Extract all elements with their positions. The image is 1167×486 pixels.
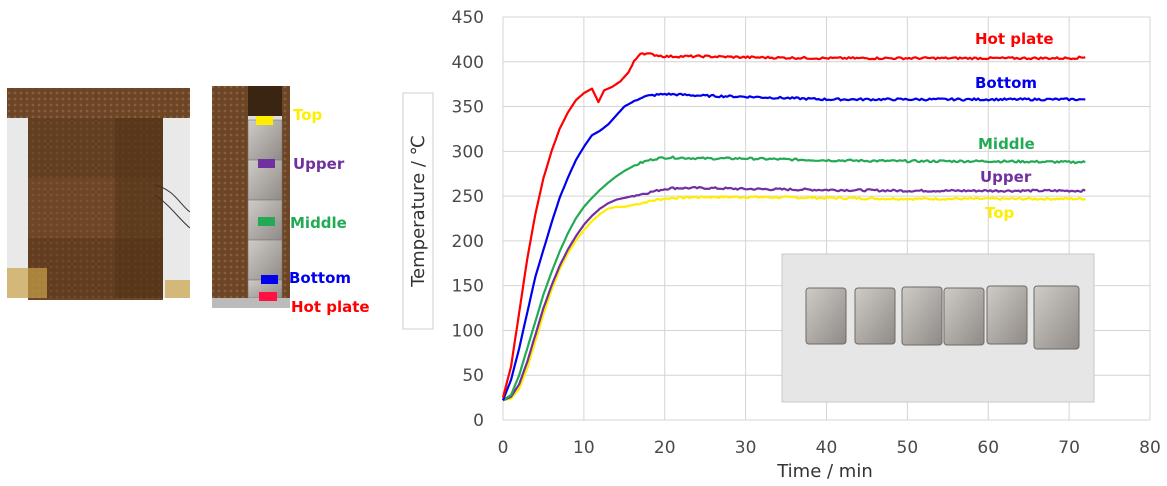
- upper-marker: [258, 159, 275, 168]
- photo-label-top: Top: [293, 106, 323, 124]
- x-tick-label: 10: [573, 438, 595, 458]
- series-line-upper: [502, 186, 1086, 402]
- cross-section-photo: Top Upper Middle Bottom Hot plate: [212, 86, 370, 316]
- series-line-hot-plate: [501, 52, 1086, 398]
- photo-label-bottom: Bottom: [289, 269, 351, 287]
- x-tick-label: 50: [897, 438, 919, 458]
- x-tick-label: 70: [1058, 438, 1080, 458]
- y-tick-label: 100: [452, 321, 484, 341]
- x-tick-labels: 0 10 20 30 40 50 60 70 80: [498, 438, 1161, 458]
- x-tick-label: 40: [816, 438, 838, 458]
- photo-label-middle: Middle: [290, 214, 347, 232]
- series-label-hot-plate: Hot plate: [975, 30, 1054, 48]
- series-lines: [501, 52, 1086, 402]
- top-marker: [256, 116, 273, 125]
- y-tick-labels: 0 50 100 150 200 250 300 350 400 450: [452, 8, 484, 431]
- x-tick-label: 30: [735, 438, 757, 458]
- x-axis-title: Time / min: [776, 461, 873, 482]
- x-tick-label: 20: [654, 438, 676, 458]
- y-tick-label: 200: [452, 232, 484, 252]
- y-tick-label: 400: [452, 53, 484, 73]
- series-label-bottom: Bottom: [975, 74, 1037, 92]
- photo-label-hot-plate: Hot plate: [291, 298, 370, 316]
- chart: 0 50 100 150 200 250 300 350 400 450 0 10 20 30 40 50 6…: [402, 8, 1161, 482]
- x-tick-label: 60: [977, 438, 999, 458]
- x-tick-label: 80: [1139, 438, 1161, 458]
- series-label-upper: Upper: [980, 168, 1032, 186]
- series-line-top: [502, 195, 1086, 402]
- photo-label-upper: Upper: [293, 155, 345, 173]
- sample-photo: [7, 88, 191, 300]
- series-line-middle: [502, 155, 1086, 402]
- middle-marker: [258, 217, 275, 226]
- y-tick-label: 0: [473, 411, 484, 431]
- y-tick-label: 150: [452, 277, 484, 297]
- y-tick-label: 450: [452, 8, 484, 28]
- x-tick-label: 0: [498, 438, 509, 458]
- series-line-bottom: [501, 92, 1086, 401]
- series-label-top: Top: [985, 204, 1015, 222]
- bottom-marker: [261, 275, 278, 284]
- y-tick-label: 350: [452, 98, 484, 118]
- y-tick-label: 50: [462, 366, 484, 386]
- y-tick-label: 300: [452, 142, 484, 162]
- y-axis-title-box: Temperature / ℃: [402, 92, 434, 330]
- hot-plate-marker: [259, 292, 277, 301]
- inset-cubes-photo: [781, 253, 1095, 403]
- series-label-middle: Middle: [978, 135, 1035, 153]
- y-tick-label: 250: [452, 187, 484, 207]
- y-axis-title: Temperature / ℃: [408, 135, 429, 288]
